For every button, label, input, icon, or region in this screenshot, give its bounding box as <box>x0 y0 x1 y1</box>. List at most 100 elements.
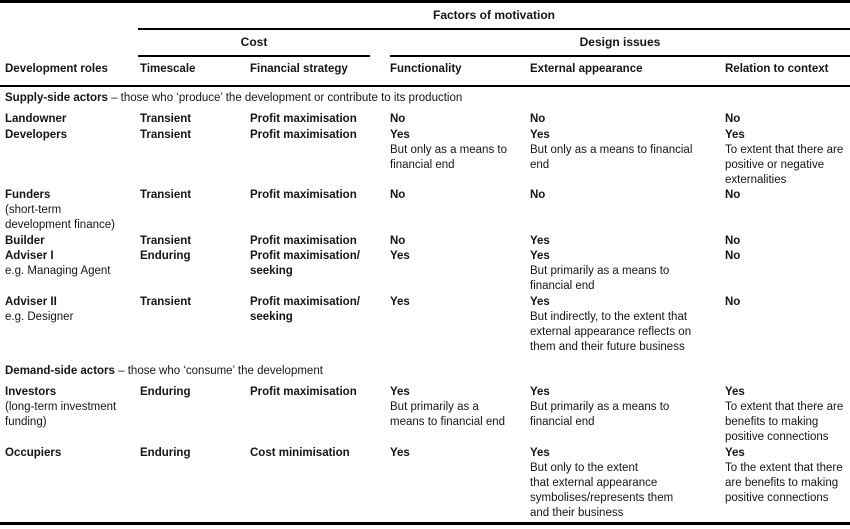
table-cell: No <box>725 188 850 233</box>
table-body: Supply-side actors – those who ‘produce’… <box>0 87 850 521</box>
table-cell: Yes <box>390 295 530 355</box>
table-cell: Profit maximisation <box>250 234 390 249</box>
cell-value-line: Transient <box>140 129 192 141</box>
top-border-rule <box>0 0 850 3</box>
cell-note-line: But only as a means to financial <box>530 144 693 156</box>
table-cell: Cost minimisation <box>250 446 390 521</box>
table-cell: Enduring <box>140 446 250 521</box>
title-underline-rule <box>138 28 850 30</box>
cell-note-line: are benefits to making <box>725 477 839 489</box>
cell-value-line: seeking <box>250 265 293 277</box>
cell-value-line: Enduring <box>140 386 191 398</box>
design-issues-underline-rule <box>390 55 850 57</box>
cell-value-line: Enduring <box>140 250 191 262</box>
cell-value-line: Enduring <box>140 447 191 459</box>
table-cell: No <box>725 249 850 294</box>
cell-value-line: Yes <box>530 296 550 308</box>
cell-value-line: Investors <box>5 386 57 398</box>
table-row: Adviser I e.g. Managing Agent Enduring Prof… <box>0 249 850 294</box>
cell-note-line: positive or negative <box>725 159 825 171</box>
cell-note-line: positive connections <box>725 492 829 504</box>
cell-note-line: But primarily as a means to <box>530 401 670 413</box>
table-row: Landowner Transient Profit maximisation No N… <box>0 112 850 127</box>
section-heading-bold: Demand-side actors <box>5 365 115 377</box>
cell-value-line: No <box>530 113 546 125</box>
cell-value-line: No <box>390 235 406 247</box>
cell-value-line: Adviser I <box>5 250 54 262</box>
cell-note-line: end <box>530 159 550 171</box>
cell-note-line: But indirectly, to the extent that <box>530 311 688 323</box>
cell-value-line: Yes <box>530 386 550 398</box>
table-cell: Transient <box>140 128 250 188</box>
cell-note-line: funding) <box>5 416 47 428</box>
cell-value-line: Yes <box>390 386 410 398</box>
cell-value-line: Yes <box>530 129 550 141</box>
section-heading: Demand-side actors – those who ‘consume’… <box>0 364 850 379</box>
cell-note-line: externalities <box>725 174 787 186</box>
table-cell: No <box>390 112 530 127</box>
table-cell: Occupiers <box>5 446 140 521</box>
table-cell: Profit maximisation/seeking <box>250 249 390 294</box>
cell-value-line: Yes <box>725 447 745 459</box>
cell-value-line: Yes <box>530 235 550 247</box>
header-bottom-rule <box>0 85 850 87</box>
cell-value-line: Yes <box>390 296 410 308</box>
section-heading-rest: – those who ‘consume’ the development <box>114 365 323 377</box>
cell-value-line: No <box>725 235 741 247</box>
table-row: Developers Transient Profit maximisation Ye… <box>0 128 850 188</box>
cell-value-line: Profit maximisation <box>250 235 357 247</box>
table-cell: Yes <box>530 234 725 249</box>
table-cell: No <box>725 234 850 249</box>
table-cell: Transient <box>140 112 250 127</box>
table-cell: Yes But primarily as a means to financial … <box>390 385 530 445</box>
table-cell: Developers <box>5 128 140 188</box>
table-cell: Adviser I e.g. Managing Agent <box>5 249 140 294</box>
cell-note-line: But primarily as a <box>390 401 479 413</box>
cell-value-line: Yes <box>390 447 410 459</box>
table-cell: Yes But primarily as a means to financial … <box>530 249 725 294</box>
cell-note-line: development finance) <box>5 219 115 231</box>
bottom-border-rule <box>0 522 850 525</box>
cell-note-line: e.g. Managing Agent <box>5 265 111 277</box>
cell-note-line: But only to the extent <box>530 462 639 474</box>
cell-note-line: financial end <box>390 159 455 171</box>
cell-note-line: But primarily as a means to <box>530 265 670 277</box>
column-header-row: Development roles Timescale Financial st… <box>0 62 850 77</box>
table-cell: Transient <box>140 234 250 249</box>
table-cell: No <box>390 234 530 249</box>
cell-note-line: To extent that there are <box>725 401 844 413</box>
table-cell: Profit maximisation <box>250 385 390 445</box>
cell-value-line: Yes <box>530 447 550 459</box>
cell-value-line: Developers <box>5 129 68 141</box>
cell-value-line: Profit maximisation <box>250 113 357 125</box>
table-cell: Profit maximisation <box>250 112 390 127</box>
cell-value-line: Landowner <box>5 113 67 125</box>
table-cell: Yes To the extent that there are benefits … <box>725 446 850 521</box>
cell-value-line: No <box>725 296 741 308</box>
section-heading: Supply-side actors – those who ‘produce’… <box>0 91 850 106</box>
table-cell: Yes But primarily as a means to financial … <box>530 385 725 445</box>
cell-value-line: Yes <box>725 129 745 141</box>
table-cell: Builder <box>5 234 140 249</box>
table-cell: Yes But only to the extent that external a… <box>530 446 725 521</box>
cell-note-line: To the extent that there <box>725 462 843 474</box>
table-cell: No <box>725 112 850 127</box>
cell-note-line: external appearance reflects on <box>530 326 692 338</box>
cell-value-line: No <box>390 189 406 201</box>
cost-underline-rule <box>138 55 370 57</box>
table-cell: Yes To extent that there are benefits to m… <box>725 385 850 445</box>
table-cell: Enduring <box>140 249 250 294</box>
table-cell: Adviser II e.g. Designer <box>5 295 140 355</box>
cell-value-line: Cost minimisation <box>250 447 350 459</box>
table-row: Investors (long-term investment funding) En… <box>0 385 850 445</box>
table-cell: Enduring <box>140 385 250 445</box>
column-header-relation-to-context: Relation to context <box>725 63 829 75</box>
cell-value-line: Profit maximisation <box>250 129 357 141</box>
cell-note-line: But only as a means to <box>390 144 507 156</box>
table-row: Adviser II e.g. Designer Transient Profit m… <box>0 295 850 355</box>
cell-value-line: Transient <box>140 235 192 247</box>
table-cell: Profit maximisation <box>250 128 390 188</box>
cell-value-line: No <box>725 189 741 201</box>
table-row: Builder Transient Profit maximisation No Yes… <box>0 234 850 249</box>
